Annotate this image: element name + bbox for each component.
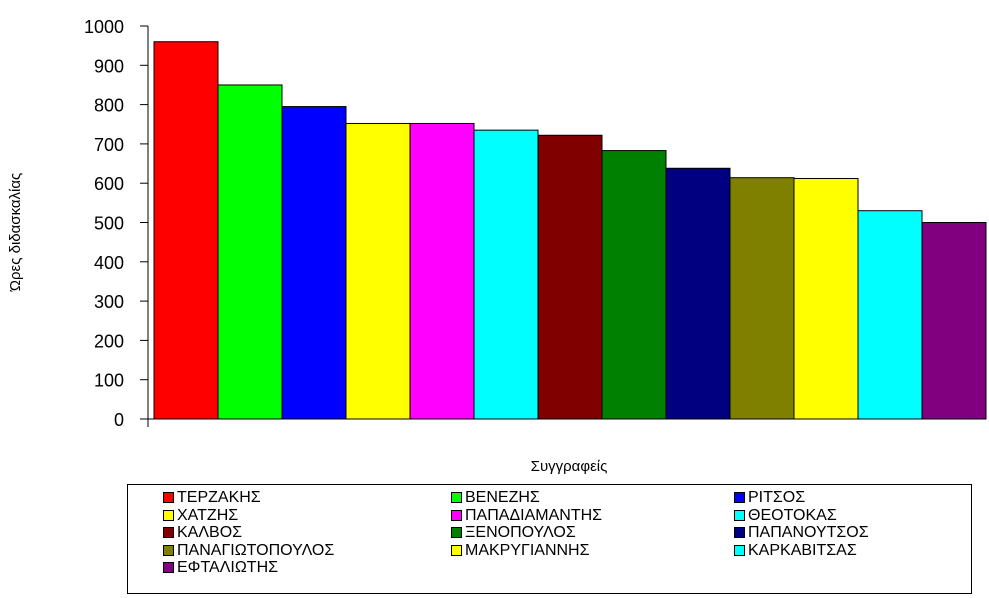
bar	[858, 211, 922, 419]
legend-label: ΚΑΡΚΑΒΙΤΣΑΣ	[748, 542, 857, 559]
bar-chart: 0 100 200 300 400 500 600 700 800 900 1000 Ώρες δι…	[0, 0, 989, 480]
legend-item: ΞΕΝΟΠΟΥΛΟΣ	[451, 524, 576, 541]
legend-item: ΤΕΡΖΑΚΗΣ	[163, 489, 261, 506]
x-axis-label: Συγγραφείς	[531, 458, 608, 475]
bar	[346, 123, 410, 419]
legend-label: ΧΑΤΖΗΣ	[177, 507, 238, 524]
legend-label: ΡΙΤΣΟΣ	[748, 489, 805, 506]
legend-label: ΕΦΤΑΛΙΩΤΗΣ	[177, 559, 278, 576]
legend-item: ΠΑΝΑΓΙΩΤΟΠΟΥΛΟΣ	[163, 542, 334, 559]
legend-item: ΧΑΤΖΗΣ	[163, 507, 238, 524]
legend-label: ΞΕΝΟΠΟΥΛΟΣ	[465, 524, 576, 541]
y-tick-label: 400	[94, 253, 124, 273]
bar	[218, 85, 282, 419]
legend-label: ΠΑΠΑΔΙΑΜΑΝΤΗΣ	[465, 507, 602, 524]
legend-label: ΜΑΚΡΥΓΙΑΝΝΗΣ	[465, 542, 590, 559]
y-tick-label: 100	[94, 371, 124, 391]
legend-label: ΤΕΡΖΑΚΗΣ	[177, 489, 261, 506]
bar	[666, 168, 730, 419]
legend-item: ΜΑΚΡΥΓΙΑΝΝΗΣ	[451, 542, 590, 559]
legend-swatch	[163, 562, 174, 573]
legend-swatch	[734, 492, 745, 503]
y-tick-label: 500	[94, 214, 124, 234]
legend-item: ΡΙΤΣΟΣ	[734, 489, 805, 506]
bar	[410, 123, 474, 419]
legend: ΤΕΡΖΑΚΗΣ ΒΕΝΕΖΗΣ ΡΙΤΣΟΣ ΧΑΤΖΗΣ ΠΑΠΑΔΙΑΜΑΝΤΗΣ…	[127, 484, 972, 594]
bar	[922, 223, 986, 420]
legend-swatch	[163, 492, 174, 503]
y-axis: 0 100 200 300 400 500 600 700 800 900 1000	[84, 17, 148, 430]
legend-item: ΚΑΡΚΑΒΙΤΣΑΣ	[734, 542, 857, 559]
bar	[474, 130, 538, 419]
bars-group	[154, 42, 986, 419]
bar	[538, 135, 602, 419]
y-tick-label: 800	[94, 96, 124, 116]
y-tick-label: 700	[94, 135, 124, 155]
legend-label: ΚΑΛΒΟΣ	[177, 524, 242, 541]
legend-swatch	[734, 510, 745, 521]
legend-swatch	[451, 492, 462, 503]
legend-label: ΒΕΝΕΖΗΣ	[465, 489, 540, 506]
y-tick-label: 300	[94, 292, 124, 312]
legend-swatch	[734, 527, 745, 538]
legend-swatch	[734, 545, 745, 556]
y-axis-label: Ώρες διδασκαλίας	[7, 173, 24, 293]
legend-swatch	[451, 545, 462, 556]
bar	[794, 178, 858, 419]
legend-item: ΠΑΠΑΝΟΥΤΣΟΣ	[734, 524, 869, 541]
legend-swatch	[163, 545, 174, 556]
y-tick-label: 0	[114, 410, 124, 430]
y-tick-label: 200	[94, 331, 124, 351]
legend-swatch	[163, 527, 174, 538]
legend-swatch	[163, 510, 174, 521]
legend-label: ΠΑΠΑΝΟΥΤΣΟΣ	[748, 524, 869, 541]
y-tick-label: 900	[94, 56, 124, 76]
legend-swatch	[451, 510, 462, 521]
legend-swatch	[451, 527, 462, 538]
legend-item: ΘΕΟΤΟΚΑΣ	[734, 507, 837, 524]
y-tick-label: 1000	[84, 17, 124, 37]
bar	[282, 107, 346, 419]
legend-label: ΠΑΝΑΓΙΩΤΟΠΟΥΛΟΣ	[177, 542, 334, 559]
bar	[730, 178, 794, 419]
legend-item: ΚΑΛΒΟΣ	[163, 524, 242, 541]
legend-item: ΒΕΝΕΖΗΣ	[451, 489, 540, 506]
legend-label: ΘΕΟΤΟΚΑΣ	[748, 507, 837, 524]
legend-item: ΠΑΠΑΔΙΑΜΑΝΤΗΣ	[451, 507, 602, 524]
legend-item: ΕΦΤΑΛΙΩΤΗΣ	[163, 559, 278, 576]
bar	[154, 42, 218, 419]
y-tick-label: 600	[94, 174, 124, 194]
bar	[602, 151, 666, 419]
